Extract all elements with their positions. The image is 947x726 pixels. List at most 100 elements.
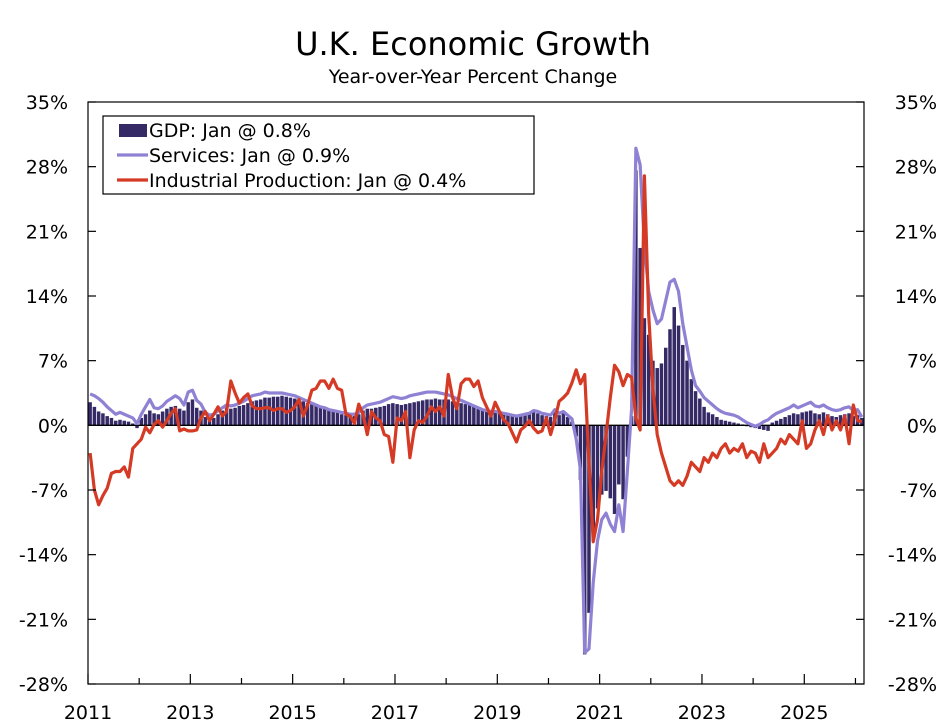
gdp-bar bbox=[762, 425, 766, 430]
legend: GDP: Jan @ 0.8% Services: Jan @ 0.9% Indus… bbox=[102, 115, 535, 195]
gdp-bar bbox=[386, 404, 391, 426]
gdp-bar bbox=[314, 405, 318, 426]
gdp-bar bbox=[305, 403, 310, 426]
gdp-bar bbox=[391, 403, 395, 426]
gdp-bar bbox=[348, 416, 352, 426]
gdp-bar bbox=[109, 417, 114, 426]
y-tick-label-left: 7% bbox=[38, 351, 68, 373]
gdp-bar bbox=[131, 423, 135, 426]
gdp-bar bbox=[480, 410, 485, 426]
gdp-bar bbox=[105, 416, 109, 426]
x-tick-label: 2019 bbox=[473, 702, 521, 724]
gdp-bar bbox=[399, 405, 404, 426]
gdp-bar bbox=[634, 170, 638, 426]
gdp-bar bbox=[246, 403, 250, 426]
gdp-bar bbox=[275, 396, 280, 426]
y-tick-label-left: -14% bbox=[19, 545, 68, 567]
gdp-bar bbox=[224, 407, 229, 426]
gdp-bar bbox=[126, 421, 131, 426]
gdp-bar bbox=[356, 414, 361, 426]
gdp-bar bbox=[378, 406, 382, 426]
gdp-bar bbox=[472, 406, 476, 426]
gdp-bar bbox=[463, 404, 468, 426]
gdp-bar bbox=[88, 402, 92, 426]
gdp-bar bbox=[96, 411, 101, 426]
y-tick-label-right: 0% bbox=[907, 415, 937, 437]
gdp-bar bbox=[591, 425, 595, 541]
gdp-bar bbox=[519, 416, 523, 426]
gdp-bar bbox=[813, 413, 817, 426]
gdp-bar bbox=[663, 347, 668, 426]
x-tick-label: 2017 bbox=[371, 702, 419, 724]
gdp-bar bbox=[723, 420, 728, 426]
gdp-bar bbox=[719, 419, 723, 426]
gdp-bar bbox=[118, 419, 122, 426]
gdp-bar bbox=[267, 397, 271, 426]
gdp-bar bbox=[365, 408, 370, 426]
legend-swatch-gdp bbox=[119, 124, 147, 137]
gdp-bar bbox=[139, 417, 144, 426]
gdp-bar bbox=[608, 425, 613, 499]
gdp-bar bbox=[250, 401, 254, 426]
gdp-bar bbox=[821, 412, 826, 426]
gdp-bar bbox=[689, 379, 694, 426]
gdp-bar bbox=[727, 421, 732, 426]
gdp-bar bbox=[327, 408, 331, 426]
x-tick-label: 2021 bbox=[575, 702, 623, 724]
y-tick-label-left: -7% bbox=[31, 480, 68, 502]
industrial-production-line bbox=[88, 174, 863, 544]
gdp-bar bbox=[681, 344, 685, 426]
gdp-bar bbox=[800, 412, 804, 426]
gdp-bar bbox=[476, 408, 480, 426]
y-tick-label-left: 14% bbox=[26, 286, 68, 308]
y-tick-label-left: 0% bbox=[38, 415, 68, 437]
y-tick-label-right: 7% bbox=[907, 351, 937, 373]
gdp-bar bbox=[757, 425, 762, 430]
gdp-bar bbox=[148, 410, 152, 426]
gdp-bar bbox=[446, 399, 451, 426]
x-tick-label: 2015 bbox=[268, 702, 316, 724]
y-tick-label-right: -28% bbox=[888, 674, 937, 696]
gdp-bar bbox=[229, 408, 233, 426]
gdp-bar bbox=[412, 402, 416, 426]
gdp-bar bbox=[484, 411, 489, 426]
gdp-bar bbox=[420, 400, 425, 426]
legend-label: Industrial Production: Jan @ 0.4% bbox=[149, 170, 466, 192]
gdp-bar bbox=[177, 408, 182, 426]
gdp-bar bbox=[143, 414, 148, 426]
gdp-bar bbox=[604, 425, 608, 491]
gdp-bar bbox=[595, 425, 600, 509]
gdp-bar bbox=[318, 405, 323, 426]
gdp-bar bbox=[122, 420, 126, 426]
gdp-bar bbox=[310, 404, 314, 426]
gdp-bar bbox=[344, 415, 348, 426]
gdp-bar bbox=[408, 403, 412, 426]
legend-box bbox=[102, 115, 535, 195]
gdp-bar bbox=[135, 425, 139, 429]
gdp-bar bbox=[263, 397, 267, 426]
y-tick-label-right: 28% bbox=[895, 157, 937, 179]
gdp-bar bbox=[617, 425, 621, 485]
gdp-bar bbox=[152, 413, 156, 426]
gdp-bar bbox=[233, 407, 237, 426]
gdp-bar bbox=[182, 410, 186, 426]
gdp-bar bbox=[766, 425, 770, 431]
y-tick-label-right: -7% bbox=[900, 480, 937, 502]
gdp-bar bbox=[578, 425, 583, 480]
gdp-bar bbox=[489, 412, 493, 426]
gdp-bar bbox=[783, 417, 787, 426]
gdp-bar bbox=[160, 411, 165, 426]
gdp-bar bbox=[796, 414, 800, 426]
gdp-bar bbox=[241, 405, 246, 426]
gdp-bar bbox=[113, 420, 118, 426]
gdp-bar bbox=[450, 401, 455, 426]
gdp-bar bbox=[561, 413, 566, 426]
gdp-bar bbox=[685, 360, 689, 426]
y-tick-label-right: 14% bbox=[895, 286, 937, 308]
gdp-bar bbox=[506, 415, 510, 426]
y-tick-label-left: -21% bbox=[19, 609, 68, 631]
y-tick-label-right: -21% bbox=[888, 609, 937, 631]
gdp-bar bbox=[429, 399, 433, 426]
gdp-bar bbox=[523, 415, 527, 426]
x-tick-label: 2023 bbox=[678, 702, 726, 724]
